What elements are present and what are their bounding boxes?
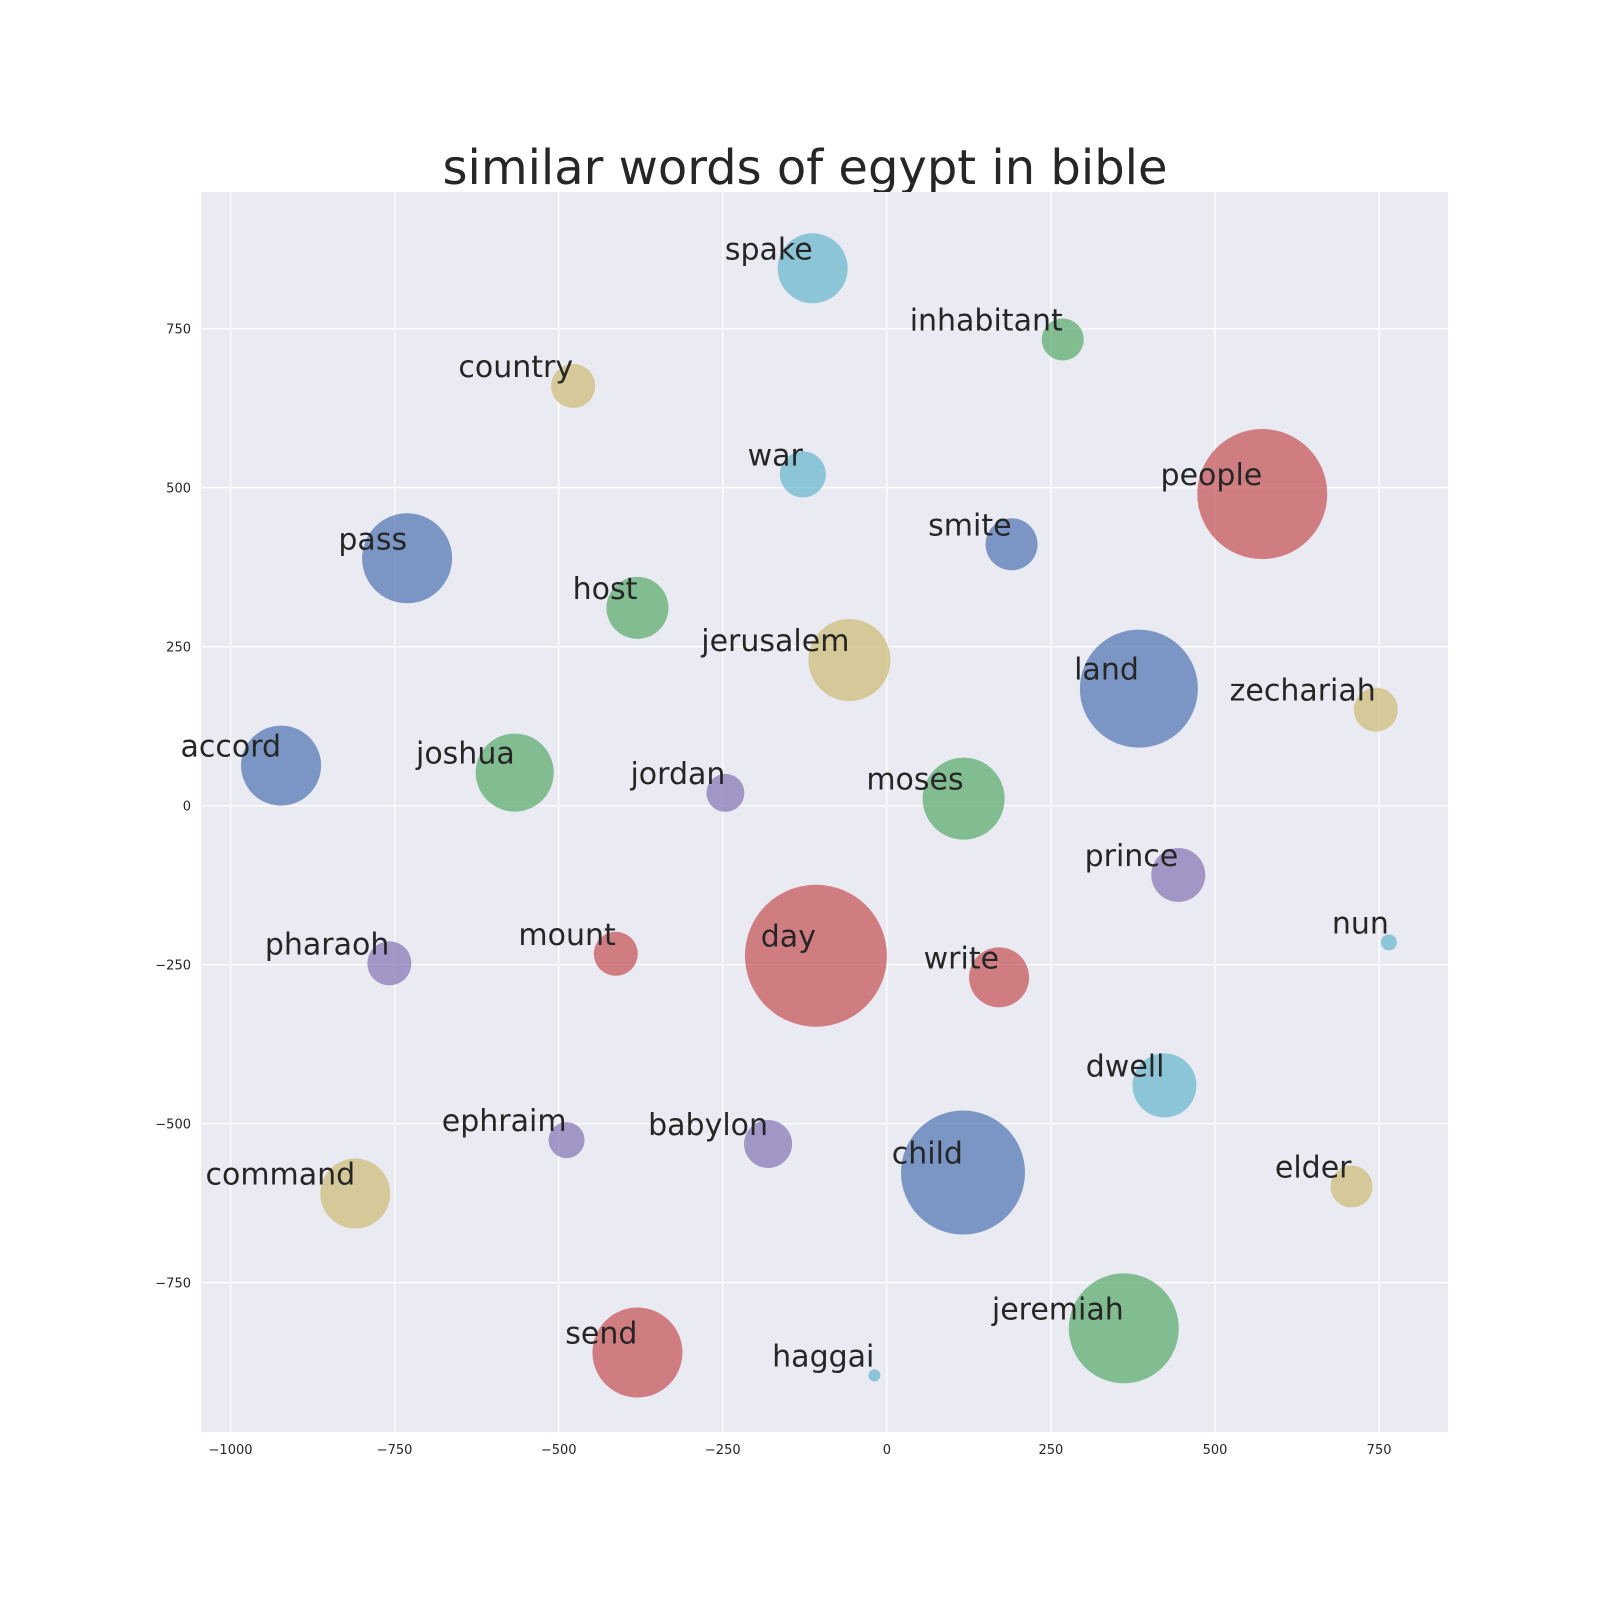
word-label-host: host bbox=[573, 572, 638, 607]
bubble-spake bbox=[777, 233, 848, 304]
x-tick-label: −500 bbox=[541, 1443, 577, 1458]
y-tick-label: 750 bbox=[166, 323, 191, 338]
x-tick-label: 0 bbox=[883, 1443, 891, 1458]
bubble-prince bbox=[1151, 847, 1206, 902]
bubble-pass bbox=[362, 513, 453, 604]
x-tick-label: −1000 bbox=[209, 1443, 253, 1458]
word-label-land: land bbox=[1074, 653, 1139, 688]
word-label-day: day bbox=[761, 920, 816, 955]
word-label-spake: spake bbox=[725, 232, 813, 267]
bubble-smite bbox=[985, 518, 1038, 571]
bubble-command bbox=[320, 1158, 391, 1229]
x-tick-label: −250 bbox=[705, 1443, 741, 1458]
word-label-pass: pass bbox=[338, 522, 407, 557]
word-label-elder: elder bbox=[1275, 1151, 1352, 1186]
word-label-zechariah: zechariah bbox=[1230, 674, 1376, 709]
word-label-babylon: babylon bbox=[648, 1108, 768, 1143]
bubble-jerusalem bbox=[808, 619, 891, 702]
bubble-nun bbox=[1380, 934, 1397, 951]
word-label-prince: prince bbox=[1085, 839, 1179, 874]
word-label-inhabitant: inhabitant bbox=[910, 304, 1063, 339]
x-tick-label: 500 bbox=[1203, 1443, 1228, 1458]
bubble-haggai bbox=[868, 1369, 881, 1382]
word-label-write: write bbox=[924, 941, 999, 976]
y-tick-label: 250 bbox=[166, 641, 191, 656]
word-label-jeremiah: jeremiah bbox=[991, 1292, 1124, 1327]
word-label-jordan: jordan bbox=[629, 757, 725, 792]
word-label-country: country bbox=[458, 350, 573, 385]
bubble-war bbox=[779, 451, 826, 498]
word-label-send: send bbox=[565, 1317, 637, 1352]
bubble-inhabitant bbox=[1041, 318, 1084, 361]
bubble-host bbox=[606, 576, 669, 639]
bubble-child bbox=[900, 1110, 1025, 1235]
x-tick-label: 750 bbox=[1367, 1443, 1392, 1458]
bubble-joshua bbox=[475, 733, 554, 812]
y-tick-label: −750 bbox=[155, 1277, 191, 1292]
word-label-command: command bbox=[205, 1158, 355, 1193]
word-label-nun: nun bbox=[1332, 906, 1389, 941]
axis-tick-labels: −1000 −750 −500 −250 0 250 500 750 −750 −500 −250 0… bbox=[155, 323, 1391, 1458]
bubble-accord bbox=[241, 725, 322, 806]
bubble-ephraim bbox=[548, 1122, 585, 1159]
bubble-send bbox=[592, 1307, 683, 1398]
bubble-country bbox=[551, 363, 596, 408]
word-label-ephraim: ephraim bbox=[442, 1104, 567, 1139]
word-label-jerusalem: jerusalem bbox=[700, 624, 849, 659]
bubble-land bbox=[1079, 629, 1198, 748]
bubble-write bbox=[969, 947, 1030, 1008]
bubble-pharaoh bbox=[367, 941, 412, 986]
plot-area bbox=[201, 192, 1448, 1432]
bubble-babylon bbox=[744, 1119, 793, 1168]
bubble-mount bbox=[593, 931, 638, 976]
word-label-mount: mount bbox=[518, 918, 616, 953]
bubble-moses bbox=[922, 757, 1005, 840]
bubble-people bbox=[1197, 429, 1328, 560]
bubble-elder bbox=[1330, 1165, 1373, 1208]
bubble-jordan bbox=[706, 773, 745, 812]
y-tick-label: 0 bbox=[183, 800, 191, 815]
word-label-layer: spake inhabitant country war people smite pass… bbox=[180, 232, 1388, 1374]
x-tick-label: −750 bbox=[377, 1443, 413, 1458]
word-label-war: war bbox=[748, 438, 804, 473]
bubble-day bbox=[744, 884, 887, 1027]
x-tick-label: 250 bbox=[1039, 1443, 1064, 1458]
word-label-moses: moses bbox=[866, 763, 963, 798]
y-tick-label: −250 bbox=[155, 959, 191, 974]
bubble-layer bbox=[241, 233, 1398, 1398]
word-label-people: people bbox=[1161, 458, 1263, 493]
word-label-haggai: haggai bbox=[772, 1339, 874, 1374]
word-label-pharaoh: pharaoh bbox=[265, 927, 390, 962]
word-label-accord: accord bbox=[180, 730, 281, 765]
chart-title: similar words of egypt in bible bbox=[442, 140, 1167, 196]
word-label-joshua: joshua bbox=[415, 737, 515, 772]
y-tick-label: 500 bbox=[166, 482, 191, 497]
word-label-dwell: dwell bbox=[1086, 1049, 1165, 1084]
bubble-dwell bbox=[1132, 1053, 1197, 1118]
word-label-smite: smite bbox=[928, 508, 1011, 543]
bubble-jeremiah bbox=[1068, 1273, 1179, 1384]
word-label-child: child bbox=[892, 1137, 963, 1172]
bubble-zechariah bbox=[1353, 687, 1398, 732]
y-tick-label: −500 bbox=[155, 1118, 191, 1133]
